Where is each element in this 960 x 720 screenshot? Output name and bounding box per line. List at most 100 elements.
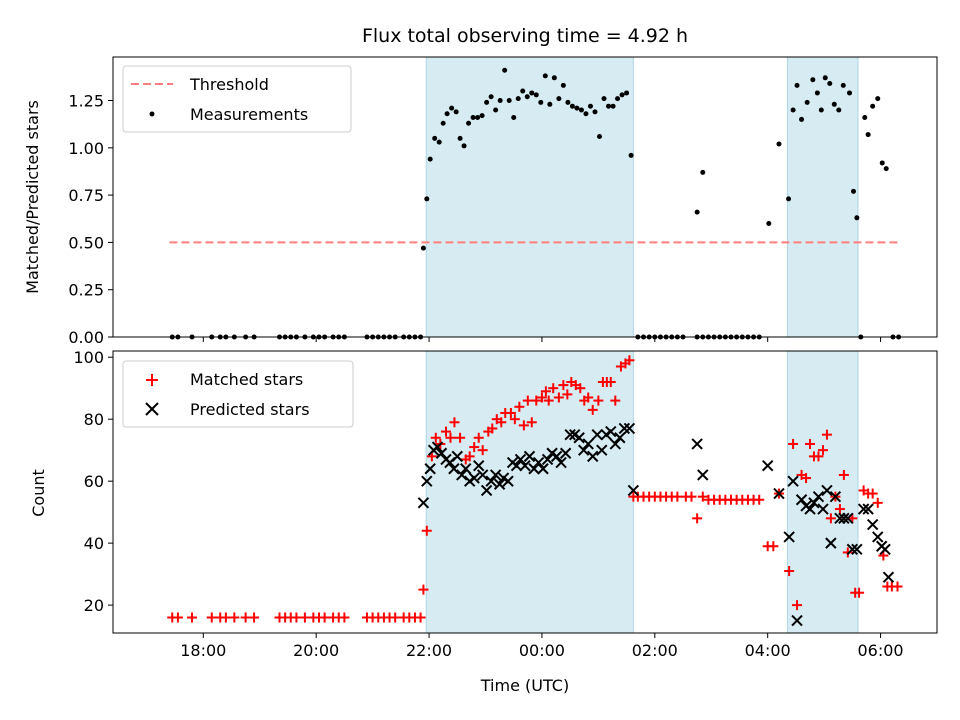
predicted-star-marker [787, 475, 799, 487]
measurement-point [424, 196, 430, 202]
matched-star-marker [872, 497, 883, 508]
top-x-ticks [202, 337, 882, 342]
measurement-point [875, 96, 881, 102]
matched-star-marker [562, 389, 573, 400]
measurement-point [592, 109, 598, 115]
matched-star-marker [514, 401, 525, 412]
measurement-point [524, 94, 530, 100]
matched-star-marker [672, 491, 683, 502]
measurement-point [506, 98, 512, 104]
measurement-point [799, 116, 805, 122]
predicted-star-marker [623, 422, 636, 435]
measurement-point [794, 82, 800, 88]
predicted-star-marker [431, 441, 444, 453]
measurement-point [810, 77, 816, 83]
matched-star-marker [543, 395, 554, 406]
matched-star-marker [531, 395, 542, 406]
measurement-point [493, 107, 499, 113]
measurement-point [420, 245, 426, 251]
predicted-star-marker [627, 484, 640, 497]
legend-predicted-label: Predicted stars [190, 400, 310, 419]
predicted-star-marker [591, 428, 603, 441]
bottom-y-axis-label: Count [29, 469, 48, 517]
measurement-point [587, 103, 593, 109]
matched-star-marker [867, 488, 878, 499]
matched-star-marker [299, 612, 310, 623]
predicted-star-marker [564, 428, 576, 441]
predicted-star-marker [541, 453, 554, 466]
measurement-point [440, 120, 446, 126]
matched-star-marker [487, 423, 498, 434]
measurement-point [502, 67, 508, 73]
predicted-star-marker [842, 512, 854, 525]
matched-star-marker [249, 612, 260, 623]
predicted-star-marker [605, 425, 617, 438]
measurement-point [870, 103, 876, 109]
measurement-point [606, 103, 612, 109]
predicted-star-marker [460, 463, 472, 475]
legend-measurements-swatch [149, 111, 155, 117]
predicted-star-marker [761, 459, 774, 472]
predicted-star-marker [435, 447, 448, 459]
measurement-point [814, 90, 820, 96]
measurement-point [818, 107, 824, 113]
matched-stars-points [167, 355, 903, 623]
matched-star-marker [339, 612, 350, 623]
measurement-point [475, 115, 481, 121]
matched-star-marker [509, 414, 520, 425]
y-tick-label: 60 [84, 472, 104, 491]
measurement-point [831, 101, 837, 107]
predicted-star-marker [448, 463, 460, 475]
matched-star-marker [697, 491, 708, 502]
measurement-point [551, 75, 557, 81]
matched-star-marker [754, 494, 765, 505]
legend-matched-swatch [146, 374, 158, 386]
matched-star-marker [206, 612, 217, 623]
measurement-point [574, 105, 580, 111]
measurement-point [520, 88, 526, 94]
matched-star-marker [553, 392, 564, 403]
measurement-point [547, 101, 553, 107]
predicted-star-marker [417, 497, 430, 509]
predicted-star-marker [473, 459, 485, 472]
matched-star-marker [496, 417, 507, 428]
matched-star-marker [473, 432, 484, 443]
matched-star-marker [792, 600, 803, 611]
matched-star-marker [558, 380, 569, 391]
matched-star-marker [522, 395, 533, 406]
y-tick-label: 1.25 [68, 92, 104, 111]
measurement-point [776, 141, 782, 147]
measurement-point [453, 109, 459, 115]
matched-star-marker [605, 376, 616, 387]
matched-star-marker [536, 392, 547, 403]
measurement-point [883, 166, 889, 172]
matched-star-marker [854, 587, 865, 598]
measurement-point [601, 96, 607, 102]
measurement-point [569, 103, 575, 109]
measurement-point [533, 92, 539, 98]
predicted-star-marker [476, 469, 489, 481]
top-panel: 0.00 0.25 0.50 0.75 1.00 1.25 Matched/Predict… [23, 56, 938, 347]
matched-star-marker [834, 504, 845, 515]
predicted-star-marker [468, 472, 480, 484]
matched-star-marker [518, 420, 529, 431]
predicted-star-marker [489, 469, 502, 481]
matched-star-marker [319, 612, 330, 623]
y-tick-label: 20 [84, 596, 104, 615]
predicted-star-marker [451, 450, 463, 463]
predicted-star-marker [485, 475, 497, 487]
observing-window-span [425, 350, 634, 634]
predicted-star-marker [872, 531, 884, 543]
measurement-point [619, 92, 625, 98]
predicted-star-marker [838, 512, 850, 525]
predicted-star-marker [882, 571, 895, 583]
measurement-point [457, 135, 463, 141]
matched-star-marker [540, 386, 551, 397]
predicted-star-marker [879, 543, 891, 556]
chart-title: Flux total observing time = 4.92 h [362, 25, 688, 47]
predicted-star-marker [773, 487, 785, 500]
matched-star-marker [817, 445, 828, 456]
predicted-star-marker [817, 503, 829, 515]
top-legend: Threshold Measurements [122, 65, 352, 133]
top-legend-box [122, 65, 352, 133]
